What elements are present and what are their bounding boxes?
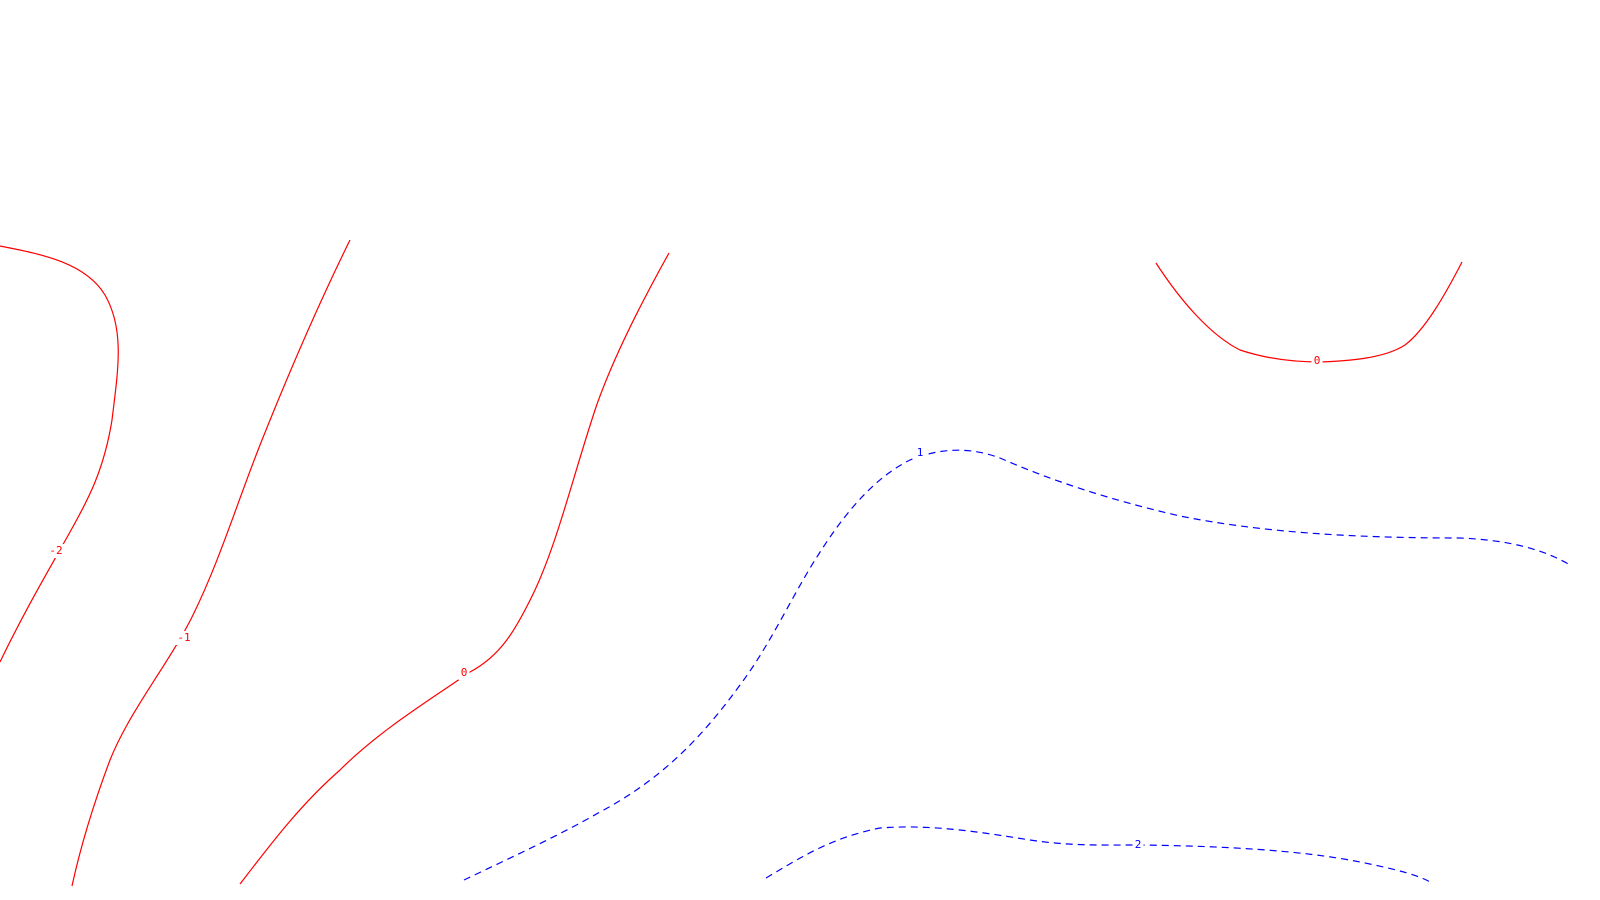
contour-2: 0	[239, 252, 670, 885]
contour-label-bg-2	[458, 666, 470, 680]
contour-line-4	[463, 449, 1571, 881]
contour-label-5: 2	[1135, 838, 1142, 851]
contour-5: 2	[765, 826, 1431, 883]
contour-line-1	[71, 239, 351, 887]
contour-line-5	[765, 826, 1431, 883]
contour-label-0: -2	[49, 544, 62, 557]
contour-3: 0	[1155, 261, 1463, 368]
contour-label-bg-5	[1132, 838, 1144, 852]
contour-label-bg-3	[1311, 354, 1323, 368]
contour-4: 1	[463, 446, 1571, 881]
contour-label-bg-1	[175, 631, 193, 645]
contour-layer: -2 -1 0 0 1 2	[0, 239, 1571, 887]
contour-label-bg-0	[47, 544, 65, 558]
contour-line-3	[1155, 261, 1463, 363]
contour-label-3: 0	[1314, 354, 1321, 367]
contour-line-0	[0, 245, 119, 663]
contour-1: -1	[71, 239, 351, 887]
contour-label-4: 1	[917, 446, 924, 459]
contour-line-2	[239, 252, 670, 885]
contour-0: -2	[0, 245, 119, 663]
contour-label-1: -1	[177, 631, 190, 644]
contour-label-bg-4	[914, 446, 926, 460]
contour-label-2: 0	[461, 666, 468, 679]
